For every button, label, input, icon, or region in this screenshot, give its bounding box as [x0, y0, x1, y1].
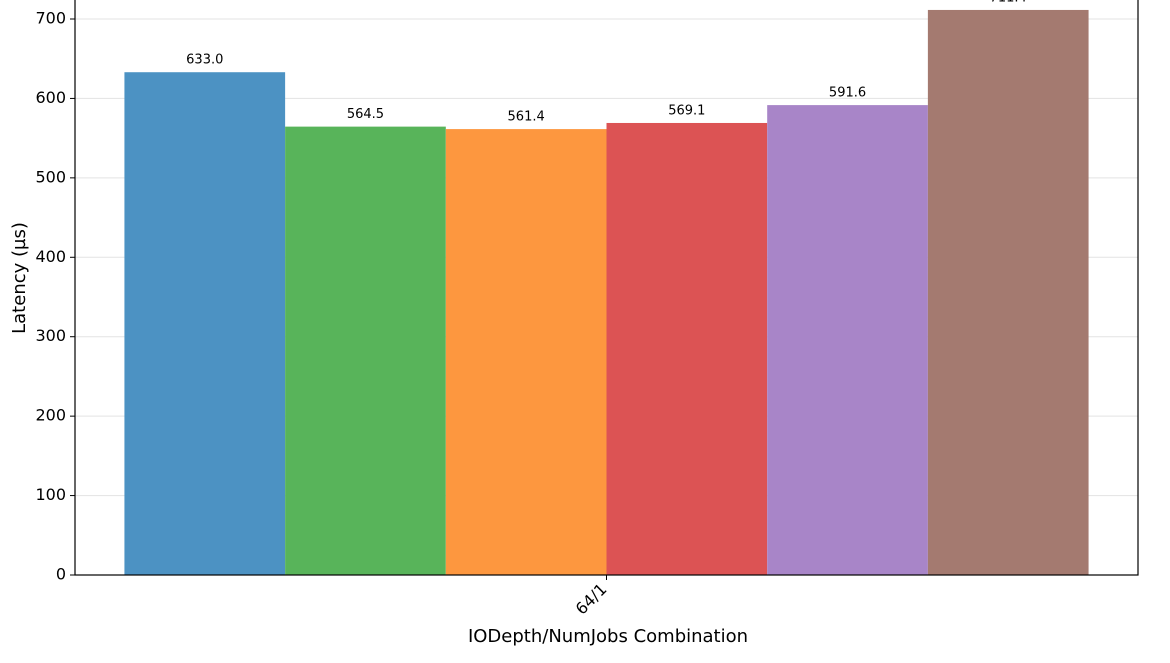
bar — [606, 122, 768, 576]
y-tick-label: 100 — [35, 485, 66, 504]
value-label: 569.1 — [668, 103, 705, 118]
bar — [124, 72, 286, 576]
value-label: 591.6 — [829, 86, 866, 101]
plot-frame — [74, 0, 1139, 576]
y-tick-label: 500 — [35, 167, 66, 186]
value-label: 711.4 — [990, 0, 1027, 5]
y-tick-label: 600 — [35, 88, 66, 107]
y-tick-label: 400 — [35, 247, 66, 266]
x-axis-label: IODepth/NumJobs Combination — [468, 626, 748, 647]
y-tick-label: 0 — [56, 565, 66, 584]
value-label: 633.0 — [186, 53, 223, 68]
y-tick-label: 700 — [35, 9, 66, 28]
bar — [767, 105, 928, 575]
y-tick-label: 200 — [35, 406, 66, 425]
bar — [285, 126, 446, 575]
value-label: 561.4 — [508, 110, 545, 125]
y-axis-label: Latency (µs) — [9, 222, 30, 334]
x-tick-label: 64/1 — [572, 580, 611, 619]
value-label: 564.5 — [347, 107, 384, 122]
bar — [445, 129, 607, 575]
bar — [927, 9, 1089, 576]
y-tick-label: 300 — [35, 326, 66, 345]
